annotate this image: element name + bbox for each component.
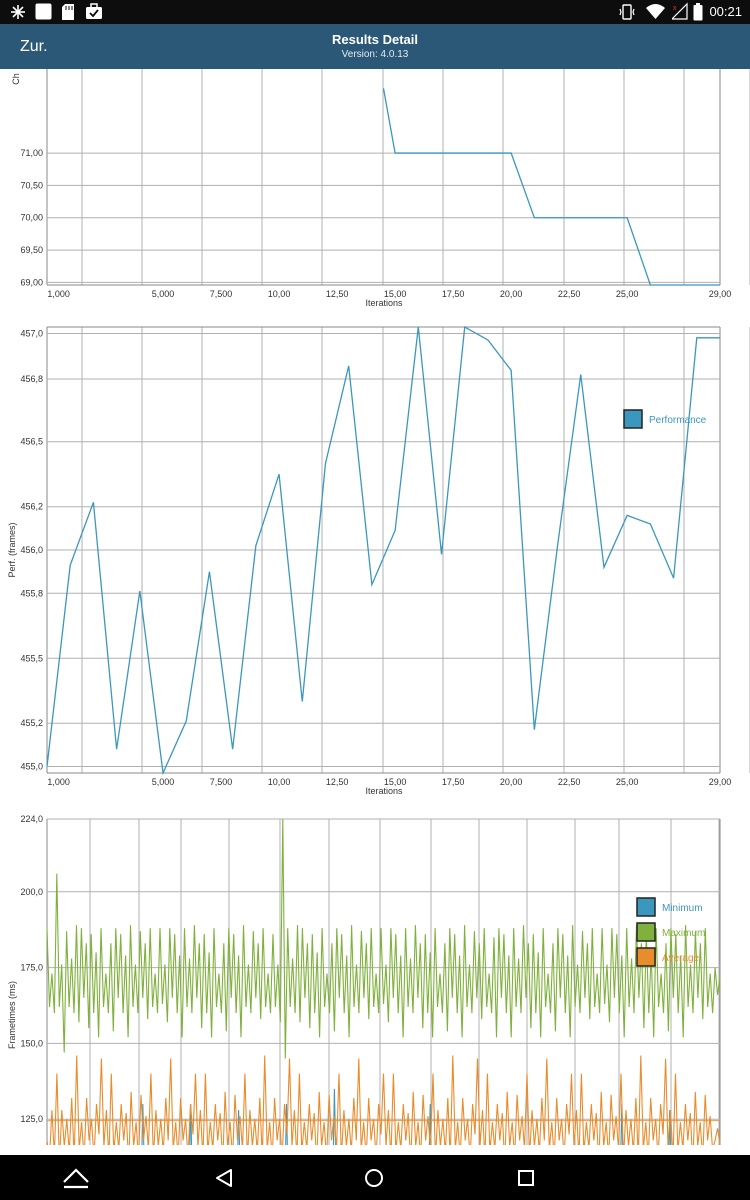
clock: 00:21	[709, 4, 742, 19]
performance-chart: 457,0 456,8 456,5 456,2 456,0 455,8 455,5 455,2…	[7, 325, 750, 795]
x-tick-label: 15,00	[384, 777, 407, 787]
svg-text:x: x	[673, 5, 677, 12]
x-tick-label: 25,00	[616, 289, 639, 299]
frametimes-chart: 224,0200,0175,0150,0125,0100,0Frametimes…	[7, 814, 721, 1145]
legend-swatch	[623, 409, 643, 429]
x-tick-label: 29,00	[709, 777, 732, 787]
y-tick-label: 456,8	[20, 374, 43, 384]
x-tick-label: 20,00	[500, 289, 523, 299]
y-tick-label: 125,0	[20, 1114, 43, 1124]
results-scroll-area[interactable]: 71,00 70,50 70,00 69,50 69,00 1,000 5,000 7,500…	[0, 69, 750, 1155]
version-label: Version: 4.0.13	[341, 49, 409, 60]
home-up-icon[interactable]	[46, 1155, 106, 1200]
y-tick-label: 455,2	[20, 718, 43, 728]
x-tick-label: 7,500	[210, 289, 233, 299]
y-tick-label: 455,5	[20, 653, 43, 663]
back-button[interactable]: Zur.	[20, 38, 48, 55]
y-tick-label: 200,0	[20, 887, 43, 897]
back-triangle-icon[interactable]	[194, 1155, 254, 1200]
series-line	[46, 325, 720, 776]
x-tick-label: 22,50	[558, 289, 581, 299]
x-axis-label: Iterations	[365, 786, 403, 795]
title-block: Results Detail Version: 4.0.13	[0, 24, 750, 61]
legend-label: Maximum	[662, 928, 705, 939]
channel-chart: 71,00 70,50 70,00 69,50 69,00 1,000 5,000 7,500…	[11, 69, 750, 308]
x-axis-label: Iterations	[365, 298, 403, 308]
y-tick-label: 456,2	[20, 502, 43, 512]
y-tick-label: 456,0	[20, 545, 43, 555]
y-axis-label: Frametimes (ms)	[7, 981, 17, 1049]
legend-label: Minimum	[662, 903, 703, 914]
wifi-icon	[646, 3, 665, 25]
x-tick-label: 1,000	[47, 777, 70, 787]
sd-card-icon	[61, 3, 75, 26]
square-icon	[35, 3, 52, 25]
app-bar: Zur. Results Detail Version: 4.0.13	[0, 24, 750, 69]
legend-label: Performance	[649, 415, 707, 426]
legend-swatch	[636, 922, 656, 942]
x-tick-label: 25,00	[616, 777, 639, 787]
x-tick-label: 17,50	[442, 289, 465, 299]
y-axis-label: Ch	[11, 73, 21, 85]
battery-icon	[693, 3, 703, 26]
recents-square-icon[interactable]	[496, 1155, 556, 1200]
navigation-bar	[0, 1155, 750, 1200]
y-tick-label: 456,5	[20, 437, 43, 447]
legend-swatch	[636, 897, 656, 917]
snowflake-icon	[10, 4, 26, 25]
x-tick-label: 5,000	[152, 777, 175, 787]
x-tick-label: 7,500	[210, 777, 233, 787]
y-tick-label: 150,0	[20, 1038, 43, 1048]
x-tick-label: 10,00	[268, 777, 291, 787]
legend-swatch	[636, 947, 656, 967]
status-bar: x 00:21	[0, 0, 750, 24]
x-tick-label: 5,000	[152, 289, 175, 299]
page-title: Results Detail	[332, 32, 418, 47]
no-signal-icon: x	[670, 2, 688, 25]
x-tick-label: 29,00	[709, 289, 732, 299]
average-series	[46, 1055, 721, 1145]
maximum-series	[46, 818, 721, 1059]
y-tick-label: 69,50	[20, 245, 43, 255]
x-tick-label: 1,000	[47, 289, 70, 299]
series-line	[382, 88, 720, 286]
briefcase-check-icon	[85, 3, 103, 25]
y-tick-label: 455,8	[20, 588, 43, 598]
x-tick-label: 17,50	[442, 777, 465, 787]
x-tick-label: 22,50	[558, 777, 581, 787]
x-tick-label: 10,00	[268, 289, 291, 299]
y-tick-label: 69,00	[20, 277, 43, 287]
x-tick-label: 15,00	[384, 289, 407, 299]
y-tick-label: 175,0	[20, 963, 43, 973]
y-axis-label: Perf. (frames)	[7, 522, 17, 577]
y-tick-label: 70,50	[20, 180, 43, 190]
legend-label: Average	[662, 953, 700, 964]
x-tick-label: 12,50	[326, 777, 349, 787]
y-tick-label: 457,0	[20, 328, 43, 338]
x-tick-label: 12,50	[326, 289, 349, 299]
vibrate-icon	[618, 4, 636, 25]
y-tick-label: 71,00	[20, 148, 43, 158]
y-tick-label: 224,0	[20, 814, 43, 824]
x-tick-label: 20,00	[500, 777, 523, 787]
y-tick-label: 70,00	[20, 213, 43, 223]
y-tick-label: 455,0	[20, 762, 43, 772]
home-circle-icon[interactable]	[344, 1155, 404, 1200]
